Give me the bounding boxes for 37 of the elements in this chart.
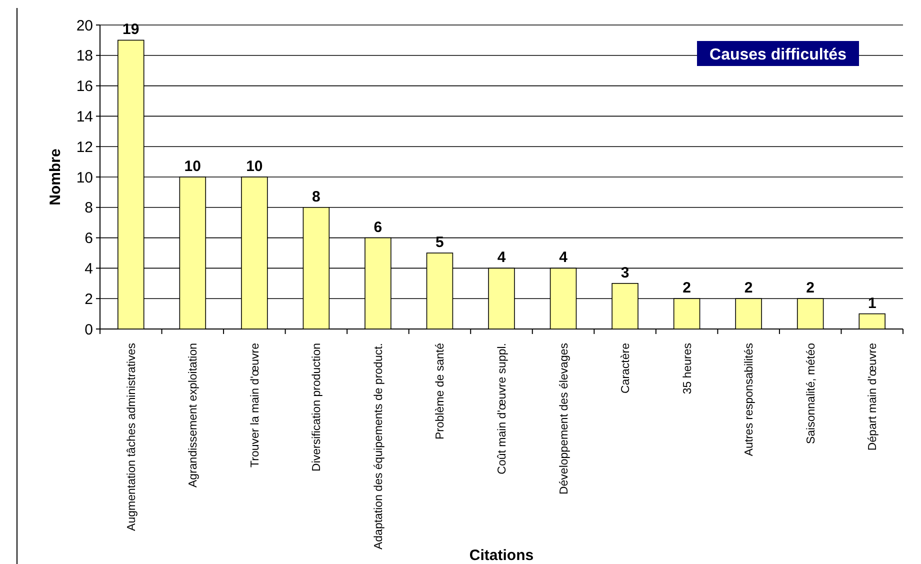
x-tick-label: Augmentation tâches administratives xyxy=(126,342,138,531)
y-tick-label: 0 xyxy=(84,321,93,338)
y-tick-label: 12 xyxy=(76,138,93,156)
x-tick-label: Caractère xyxy=(620,343,632,394)
y-tick-label: 18 xyxy=(76,48,93,65)
x-tick-label: Diversification production xyxy=(311,343,324,472)
x-tick-label: Autres responsabilités xyxy=(744,342,756,456)
x-tick-label: Départ main d'œuvre xyxy=(867,343,880,451)
y-tick-label: 4 xyxy=(84,260,93,278)
x-tick-label: Adaptation des équipements de product. xyxy=(372,343,385,550)
y-tick-label: 6 xyxy=(84,230,93,248)
y-tick-label: 10 xyxy=(76,169,93,186)
data-label: 10 xyxy=(246,158,263,175)
y-axis-title: Nombre xyxy=(47,148,64,206)
data-label: 10 xyxy=(184,158,201,175)
x-tick-label: Agrandissement exploitation xyxy=(188,343,200,488)
x-tick-label: Développement des élevages xyxy=(558,342,570,495)
x-tick-label: 35 heures xyxy=(682,342,694,394)
y-tick-label: 14 xyxy=(76,108,93,126)
y-tick-label: 20 xyxy=(76,17,93,34)
text: Causes difficultés xyxy=(710,46,847,64)
data-label: 4 xyxy=(497,249,506,266)
x-tick-label: Trouver la main d'œuvre xyxy=(249,343,262,468)
y-tick-label: 8 xyxy=(84,200,93,217)
x-tick-label: Problème de santé xyxy=(434,343,447,440)
data-label: 19 xyxy=(122,21,140,38)
data-label: 4 xyxy=(559,249,568,266)
y-tick-label: 16 xyxy=(76,78,93,96)
data-label: 2 xyxy=(682,280,691,297)
data-label: 8 xyxy=(312,188,320,206)
y-tick-label: 2 xyxy=(84,290,93,308)
data-label: 2 xyxy=(744,280,753,297)
x-tick-label: Coût main d'œuvre suppl. xyxy=(496,343,508,474)
data-label: 6 xyxy=(374,218,382,236)
data-label: 2 xyxy=(806,280,815,297)
x-axis-title: Citations xyxy=(469,547,534,564)
x-tick-label: Saisonnalité, météo xyxy=(805,343,818,444)
